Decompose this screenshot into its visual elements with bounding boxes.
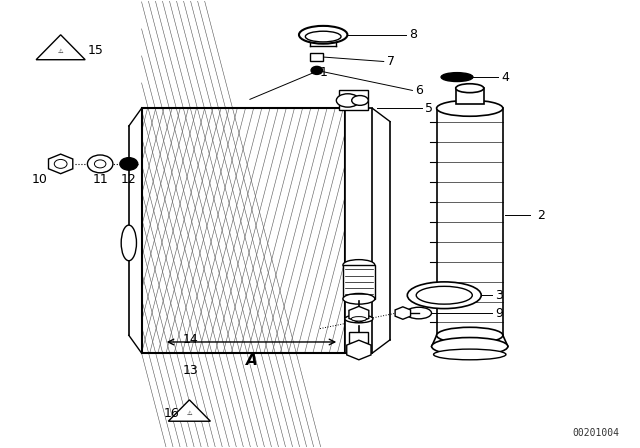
Text: 16: 16 xyxy=(164,407,180,420)
Ellipse shape xyxy=(456,84,484,93)
Ellipse shape xyxy=(337,94,359,107)
Text: A: A xyxy=(246,353,257,368)
Text: 1: 1 xyxy=(320,66,328,79)
Ellipse shape xyxy=(95,160,106,168)
Ellipse shape xyxy=(433,349,506,360)
Ellipse shape xyxy=(436,327,503,343)
Ellipse shape xyxy=(305,31,341,42)
Ellipse shape xyxy=(120,158,138,170)
Bar xyxy=(346,108,372,353)
Bar xyxy=(343,265,375,299)
Bar xyxy=(456,88,484,104)
Polygon shape xyxy=(168,400,211,421)
Ellipse shape xyxy=(345,315,373,323)
Text: 13: 13 xyxy=(183,364,199,377)
Text: 12: 12 xyxy=(121,173,137,186)
Text: 9: 9 xyxy=(495,306,503,319)
Bar xyxy=(349,332,369,343)
Text: 7: 7 xyxy=(387,55,395,68)
Ellipse shape xyxy=(406,307,431,319)
Ellipse shape xyxy=(54,159,67,168)
Ellipse shape xyxy=(343,293,375,304)
Ellipse shape xyxy=(436,100,503,116)
Text: ⚠: ⚠ xyxy=(186,411,192,416)
Ellipse shape xyxy=(441,73,473,82)
Text: 4: 4 xyxy=(502,71,509,84)
Ellipse shape xyxy=(352,95,368,105)
Ellipse shape xyxy=(351,317,367,321)
Ellipse shape xyxy=(121,225,136,261)
Bar xyxy=(310,53,323,61)
Text: 3: 3 xyxy=(495,289,503,302)
Ellipse shape xyxy=(407,282,481,309)
Bar xyxy=(339,90,368,111)
Text: 15: 15 xyxy=(88,44,103,57)
Ellipse shape xyxy=(311,66,323,74)
Text: 11: 11 xyxy=(92,173,108,186)
Text: 00201004: 00201004 xyxy=(573,428,620,438)
Bar xyxy=(141,108,346,353)
Text: 2: 2 xyxy=(537,209,545,222)
Ellipse shape xyxy=(88,155,113,173)
Ellipse shape xyxy=(343,260,375,270)
Bar xyxy=(141,108,346,353)
Ellipse shape xyxy=(416,286,472,304)
Polygon shape xyxy=(36,35,85,60)
Text: 8: 8 xyxy=(409,28,417,41)
Text: 6: 6 xyxy=(415,84,424,97)
Text: 14: 14 xyxy=(183,333,199,346)
Text: 10: 10 xyxy=(32,173,47,186)
Text: 5: 5 xyxy=(425,102,433,115)
Ellipse shape xyxy=(299,26,348,44)
Text: ⚠: ⚠ xyxy=(58,49,63,54)
Ellipse shape xyxy=(431,337,508,355)
